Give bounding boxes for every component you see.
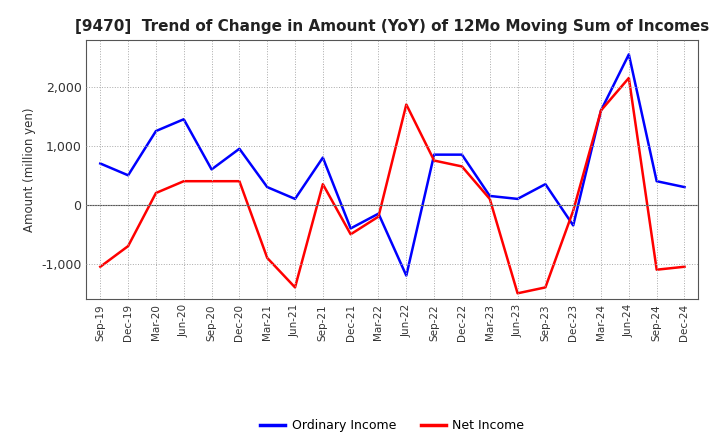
Ordinary Income [430, 152, 438, 157]
Net Income [485, 196, 494, 202]
Ordinary Income [179, 117, 188, 122]
Net Income [624, 75, 633, 81]
Ordinary Income [263, 184, 271, 190]
Legend: Ordinary Income, Net Income: Ordinary Income, Net Income [256, 414, 529, 437]
Net Income [124, 243, 132, 249]
Ordinary Income [124, 172, 132, 178]
Ordinary Income [597, 108, 606, 113]
Net Income [152, 191, 161, 196]
Y-axis label: Amount (million yen): Amount (million yen) [22, 107, 35, 231]
Net Income [346, 231, 355, 237]
Ordinary Income [485, 193, 494, 198]
Net Income [291, 285, 300, 290]
Line: Ordinary Income: Ordinary Income [100, 55, 685, 275]
Net Income [179, 179, 188, 184]
Ordinary Income [318, 155, 327, 160]
Net Income [430, 158, 438, 163]
Net Income [569, 208, 577, 213]
Ordinary Income [513, 196, 522, 202]
Ordinary Income [541, 182, 550, 187]
Net Income [374, 214, 383, 219]
Ordinary Income [152, 128, 161, 134]
Net Income [652, 267, 661, 272]
Net Income [318, 182, 327, 187]
Ordinary Income [652, 179, 661, 184]
Net Income [207, 179, 216, 184]
Net Income [263, 255, 271, 260]
Ordinary Income [346, 226, 355, 231]
Ordinary Income [291, 196, 300, 202]
Ordinary Income [207, 167, 216, 172]
Ordinary Income [569, 223, 577, 228]
Net Income [96, 264, 104, 269]
Line: Net Income: Net Income [100, 78, 685, 293]
Ordinary Income [374, 211, 383, 216]
Net Income [513, 291, 522, 296]
Ordinary Income [680, 184, 689, 190]
Net Income [597, 108, 606, 113]
Net Income [458, 164, 467, 169]
Ordinary Income [235, 146, 243, 151]
Ordinary Income [402, 273, 410, 278]
Net Income [402, 102, 410, 107]
Net Income [541, 285, 550, 290]
Ordinary Income [624, 52, 633, 57]
Net Income [235, 179, 243, 184]
Ordinary Income [96, 161, 104, 166]
Title: [9470]  Trend of Change in Amount (YoY) of 12Mo Moving Sum of Incomes: [9470] Trend of Change in Amount (YoY) o… [76, 19, 709, 34]
Net Income [680, 264, 689, 269]
Ordinary Income [458, 152, 467, 157]
